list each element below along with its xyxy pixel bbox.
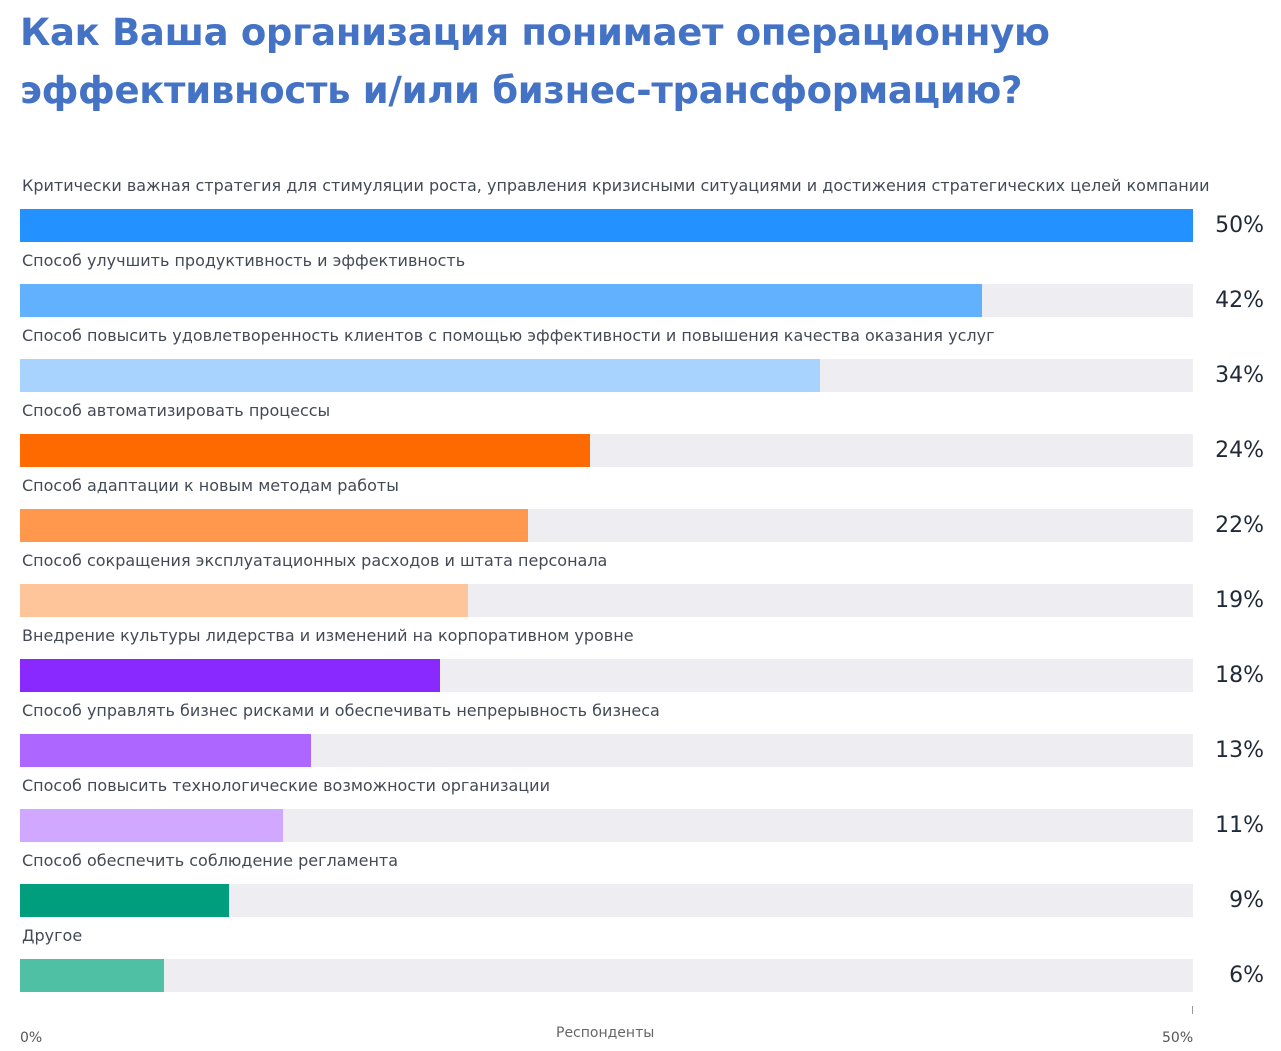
bar [20,884,229,917]
chart-title-line-2: эффективность и/или бизнес-трансформацию… [20,69,1023,112]
x-axis-max-label: 50% [1162,1030,1194,1046]
bar-value-label: 50% [1215,213,1264,238]
bar-label: Способ управлять бизнес рисками и обеспе… [22,701,660,720]
bar-track [20,284,1193,317]
bar-track [20,959,1193,992]
bar-label: Способ автоматизировать процессы [22,401,331,420]
bar-track [20,584,1193,617]
bar-label: Способ повысить удовлетворенность клиент… [22,326,995,345]
bar [20,209,1193,242]
bar-value-label: 18% [1215,663,1264,688]
bar [20,734,311,767]
bar [20,284,982,317]
bar-label: Способ улучшить продуктивность и эффекти… [22,251,466,270]
bar-value-label: 6% [1229,963,1264,988]
bar-track [20,659,1193,692]
bar-track [20,509,1193,542]
bar-label: Внедрение культуры лидерства и изменений… [22,626,634,645]
bar-label: Способ обеспечить соблюдение регламента [22,851,399,870]
bar-track [20,434,1193,467]
bar-value-label: 11% [1215,813,1264,838]
bar-label: Критически важная стратегия для стимуляц… [22,176,1210,195]
bar [20,959,164,992]
bar-label: Другое [22,926,83,945]
bar [20,584,468,617]
bar [20,359,820,392]
bar-label: Способ повысить технологические возможно… [22,776,550,795]
axis-max-tick [1192,1006,1193,1014]
bar-value-label: 34% [1215,363,1264,388]
bar-value-label: 19% [1215,588,1264,613]
bar-track [20,884,1193,917]
bar [20,809,283,842]
bar-label: Способ адаптации к новым методам работы [22,476,399,495]
bar-value-label: 13% [1215,738,1264,763]
bar-value-label: 42% [1215,288,1264,313]
chart-title-line-1: Как Ваша организация понимает операционн… [20,11,1050,54]
bar-track [20,734,1193,767]
x-axis-title: Респонденты [556,1025,655,1041]
bar-value-label: 22% [1215,513,1264,538]
bar [20,659,440,692]
bar [20,509,528,542]
bar-value-label: 9% [1229,888,1264,913]
chart-title: Как Ваша организация понимает операционн… [20,4,1220,120]
bar-label: Способ сокращения эксплуатационных расхо… [22,551,608,570]
x-axis-min-label: 0% [20,1030,43,1046]
bar-track [20,359,1193,392]
bar-value-label: 24% [1215,438,1264,463]
bar-track [20,209,1193,242]
bar [20,434,590,467]
bar-track [20,809,1193,842]
